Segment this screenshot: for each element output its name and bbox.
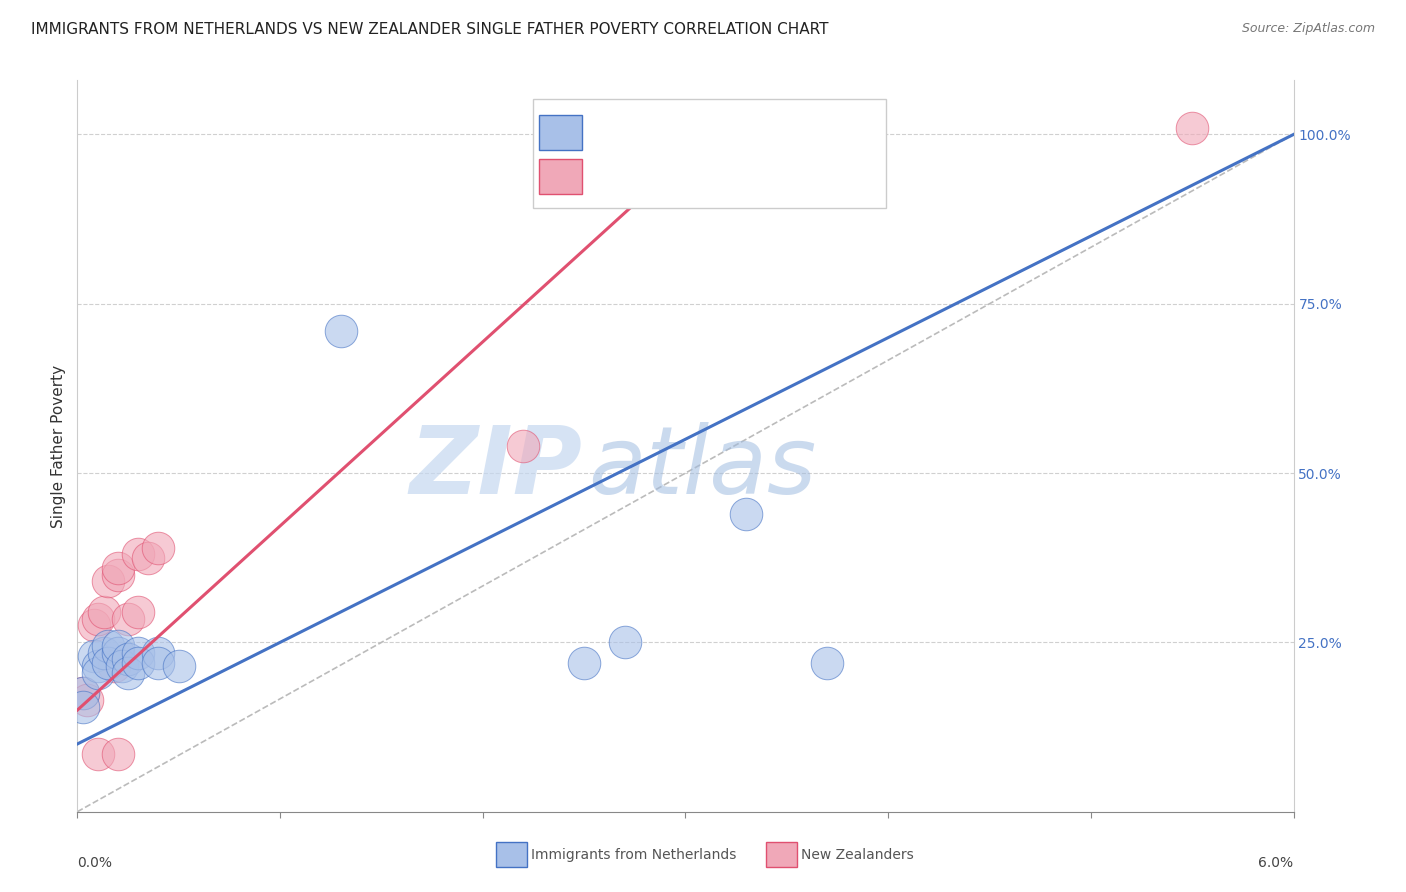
Point [107, 646, 129, 660]
Point [86, 665, 108, 680]
FancyBboxPatch shape [533, 99, 886, 209]
Point [512, 439, 534, 453]
Point [111, 659, 134, 673]
Point [167, 659, 190, 673]
Point [815, 656, 838, 670]
Point [127, 646, 149, 660]
Text: Source: ZipAtlas.com: Source: ZipAtlas.com [1241, 22, 1375, 36]
Text: IMMIGRANTS FROM NETHERLANDS VS NEW ZEALANDER SINGLE FATHER POVERTY CORRELATION C: IMMIGRANTS FROM NETHERLANDS VS NEW ZEALA… [31, 22, 828, 37]
Text: ZIP: ZIP [409, 422, 582, 514]
Point [613, 635, 636, 649]
Point [1181, 120, 1204, 135]
Text: R = 0.482   N = 18: R = 0.482 N = 18 [595, 121, 779, 139]
Point [107, 567, 129, 582]
Point [136, 550, 159, 565]
Point [97, 656, 120, 670]
Point [117, 612, 139, 626]
Point [107, 747, 129, 761]
Text: R = 0.774   N = 16: R = 0.774 N = 16 [595, 165, 779, 183]
Point [107, 639, 129, 653]
Point [97, 639, 120, 653]
Point [83, 648, 105, 663]
Point [86, 659, 108, 673]
Point [127, 656, 149, 670]
Text: 0.0%: 0.0% [77, 855, 112, 870]
Bar [540, 159, 582, 194]
Point [735, 507, 758, 521]
Point [107, 561, 129, 575]
Point [72, 699, 94, 714]
Point [72, 686, 94, 700]
Point [148, 646, 170, 660]
Point [127, 605, 149, 619]
Point [93, 605, 115, 619]
Point [127, 547, 149, 561]
Point [572, 656, 595, 670]
Point [148, 541, 170, 555]
Text: atlas: atlas [588, 423, 817, 514]
Point [86, 747, 108, 761]
Point [103, 659, 125, 673]
Bar [540, 115, 582, 150]
Y-axis label: Single Father Poverty: Single Father Poverty [51, 365, 66, 527]
Point [83, 618, 105, 632]
Point [93, 646, 115, 660]
Text: New Zealanders: New Zealanders [801, 847, 914, 862]
Point [97, 574, 120, 589]
Point [86, 612, 108, 626]
Point [117, 652, 139, 666]
Point [117, 665, 139, 680]
Text: 6.0%: 6.0% [1258, 855, 1294, 870]
Point [695, 120, 717, 135]
Point [76, 693, 98, 707]
Text: Immigrants from Netherlands: Immigrants from Netherlands [531, 847, 737, 862]
Point [329, 324, 352, 338]
Point [755, 120, 778, 135]
Point [72, 686, 94, 700]
Point [148, 656, 170, 670]
